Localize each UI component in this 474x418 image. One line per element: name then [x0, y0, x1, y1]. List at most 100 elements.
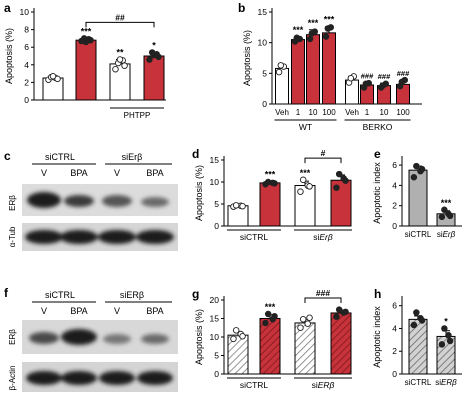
- data-point: [239, 202, 246, 210]
- data-point: [306, 183, 313, 190]
- blot-f-group-1: siCTRL: [45, 290, 75, 300]
- bar: [259, 318, 281, 375]
- y-tick-label: 10: [210, 332, 220, 342]
- data-point: [271, 313, 278, 320]
- blot-c-lane-4: BPA: [146, 168, 163, 178]
- y-axis-label: Apoptosis (%): [194, 309, 204, 365]
- panel-letter-g: g: [192, 287, 199, 301]
- significance-mark: ###: [378, 72, 391, 81]
- data-point: [297, 188, 304, 195]
- data-point: [410, 174, 418, 181]
- data-point: [112, 65, 119, 73]
- data-point: [82, 38, 90, 46]
- data-point: [413, 162, 420, 170]
- data-point: [271, 180, 278, 187]
- significance-mark: ***: [81, 26, 92, 36]
- blot-c-band: [102, 195, 132, 207]
- panel-letter-e: e: [374, 147, 381, 161]
- data-point: [277, 62, 285, 69]
- comparison-bracket: [304, 297, 342, 303]
- blot-c-band: [141, 197, 169, 207]
- x-tick-label: 1: [296, 108, 301, 117]
- blot-f-band: [103, 334, 131, 344]
- comparison-label: #: [321, 148, 326, 158]
- blot-f-band: [137, 371, 173, 385]
- data-point: [239, 333, 246, 340]
- significance-mark: ***: [308, 18, 319, 28]
- data-point: [275, 68, 283, 76]
- data-point: [262, 319, 269, 327]
- y-tick-label: 0: [392, 221, 397, 231]
- significance-mark: ***: [324, 15, 335, 25]
- blot-c-band: [27, 192, 61, 208]
- panel-letter-h: h: [374, 287, 381, 301]
- x-tick-label: Veh: [275, 108, 289, 117]
- data-point: [116, 56, 124, 63]
- data-point: [308, 30, 316, 37]
- y-tick-label: 8: [24, 25, 29, 35]
- y-axis-label: Apoptosis (%): [194, 165, 204, 221]
- blot-c-row-1: ERβ: [8, 195, 17, 211]
- data-point: [342, 308, 349, 316]
- y-tick-label: 2: [24, 77, 29, 87]
- y-tick-label: 0: [262, 99, 267, 109]
- significance-mark: ***: [300, 168, 311, 178]
- x-tick-label: 100: [322, 108, 336, 117]
- y-tick-label: 2: [392, 201, 397, 211]
- group-label: siCTRL: [240, 380, 269, 390]
- x-tick-label: 1: [365, 108, 370, 117]
- y-tick-label: 0: [214, 221, 219, 231]
- data-point: [293, 34, 301, 42]
- blot-c-lane-3: V: [114, 168, 120, 178]
- significance-mark: ***: [441, 198, 452, 208]
- data-point: [333, 313, 340, 320]
- comparison-bracket: [85, 21, 155, 28]
- bar: [259, 182, 281, 227]
- blot-panel-c: c siCTRL siErβ V BPA V BPA ERβ α-Tub: [4, 149, 178, 251]
- group-label: BERKO: [363, 122, 393, 132]
- data-point: [441, 325, 448, 332]
- data-point: [230, 335, 237, 343]
- significance-mark: *: [152, 40, 156, 50]
- blot-c-row-2: α-Tub: [8, 226, 17, 247]
- y-tick-label: 5: [262, 68, 267, 78]
- y-tick-label: 4: [24, 60, 29, 70]
- y-axis-label: Apoptotic index: [372, 306, 382, 368]
- chart-panel-h: h 0 2 4 6 Apoptotic index * siCTRL siERβ: [372, 287, 462, 387]
- blot-c-band: [136, 230, 174, 244]
- y-tick-label: 4: [392, 180, 397, 190]
- data-point: [438, 213, 446, 221]
- data-point: [347, 74, 355, 82]
- data-point: [304, 320, 311, 327]
- significance-mark: ***: [265, 302, 276, 312]
- y-tick-label: 20: [210, 295, 220, 305]
- y-tick-label: 10: [210, 177, 220, 187]
- blot-f-row-1: ERβ: [8, 329, 17, 345]
- blot-f-lane-1: V: [41, 306, 47, 316]
- chart-panel-b: b 0 5 10 15 Apoptosis (%) *** *** *** ### ### ### Ve…: [238, 1, 422, 132]
- blot-c-band: [98, 230, 136, 244]
- bar: [306, 34, 320, 105]
- y-axis-label: Apoptotic index: [372, 162, 382, 224]
- comparison-bracket: [304, 157, 342, 164]
- data-point: [446, 337, 454, 345]
- y-tick-label: 15: [210, 314, 220, 324]
- blot-c-group-2: siErβ: [122, 152, 143, 162]
- data-point: [264, 310, 272, 318]
- data-point: [418, 165, 426, 173]
- x-tick-label: siCTRL: [405, 230, 432, 239]
- data-point: [121, 62, 128, 69]
- panel-letter-d: d: [192, 147, 199, 161]
- blot-c-band: [64, 195, 94, 207]
- x-tick-label: siERβ: [435, 378, 457, 387]
- data-point: [446, 212, 454, 220]
- y-tick-label: 4: [392, 323, 397, 333]
- blot-f-band: [61, 329, 97, 345]
- data-point: [232, 327, 240, 334]
- data-point: [438, 341, 446, 348]
- x-tick-label: 100: [396, 108, 410, 117]
- data-point: [333, 184, 340, 191]
- bar: [322, 32, 336, 105]
- significance-mark: ***: [293, 25, 304, 35]
